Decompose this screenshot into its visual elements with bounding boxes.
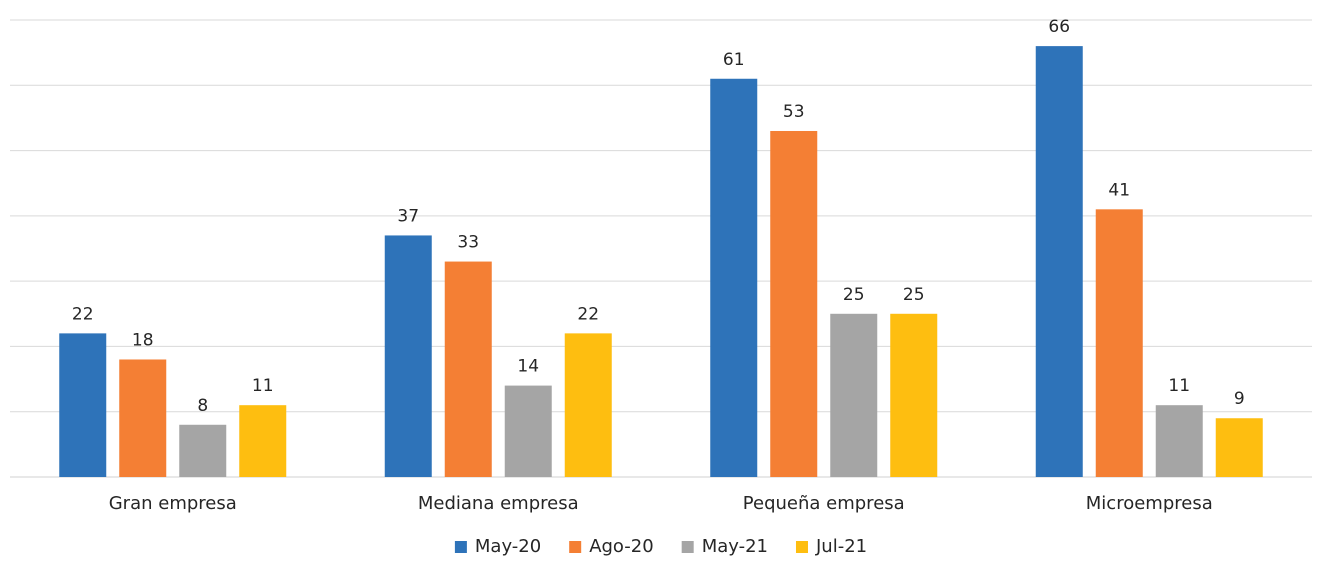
data-label: 18	[132, 330, 154, 350]
category-labels: Gran empresa Mediana empresa Pequeña empre…	[109, 493, 1213, 514]
data-label: 22	[72, 304, 94, 324]
bar-may-20-2	[710, 78, 758, 477]
legend-label: Jul-21	[815, 536, 867, 557]
data-label: 25	[903, 285, 925, 305]
legend-swatch	[454, 541, 467, 553]
data-labels: 22 18 8 11 37 33 14 22 61 53 25 25 66 41 11 9	[72, 17, 1245, 416]
bar-may-21-0	[179, 424, 227, 477]
category-label: Microempresa	[1086, 493, 1213, 514]
gridlines	[10, 19, 1312, 478]
bar-jul-21-3	[1215, 418, 1263, 477]
bar-ago-20-1	[444, 261, 492, 477]
category-label: Gran empresa	[109, 493, 237, 514]
legend-label: Ago-20	[589, 536, 654, 557]
data-label: 53	[783, 102, 805, 122]
bar-may-21-3	[1155, 405, 1203, 477]
legend-label: May-20	[475, 536, 541, 557]
legend: May-20 Ago-20 May-21 Jul-21	[454, 536, 867, 557]
category-label: Mediana empresa	[418, 493, 579, 514]
data-label: 8	[197, 396, 208, 416]
data-label: 22	[577, 304, 599, 324]
legend-label: May-21	[702, 536, 768, 557]
data-label: 33	[457, 233, 479, 253]
data-label: 66	[1048, 17, 1070, 37]
bar-may-20-3	[1035, 46, 1083, 477]
data-label: 11	[1168, 376, 1190, 396]
data-label: 41	[1108, 180, 1130, 200]
bar-ago-20-0	[119, 359, 167, 477]
bar-jul-21-0	[239, 405, 287, 477]
data-label: 11	[252, 376, 274, 396]
bar-may-21-1	[504, 385, 552, 477]
bar-jul-21-1	[564, 333, 612, 477]
bars	[59, 46, 1263, 478]
bar-ago-20-3	[1095, 209, 1143, 478]
data-label: 9	[1234, 389, 1245, 409]
legend-swatch	[569, 541, 582, 553]
data-label: 37	[397, 206, 419, 226]
category-label: Pequeña empresa	[743, 493, 905, 514]
bar-ago-20-2	[770, 130, 818, 477]
legend-swatch	[681, 541, 694, 553]
data-label: 61	[723, 50, 745, 70]
bar-may-20-1	[384, 235, 432, 477]
bar-jul-21-2	[890, 313, 938, 477]
legend-swatch	[795, 541, 808, 553]
bar-may-21-2	[830, 313, 878, 477]
data-label: 25	[843, 285, 865, 305]
data-label: 14	[517, 357, 539, 377]
bar-may-20-0	[59, 333, 107, 477]
